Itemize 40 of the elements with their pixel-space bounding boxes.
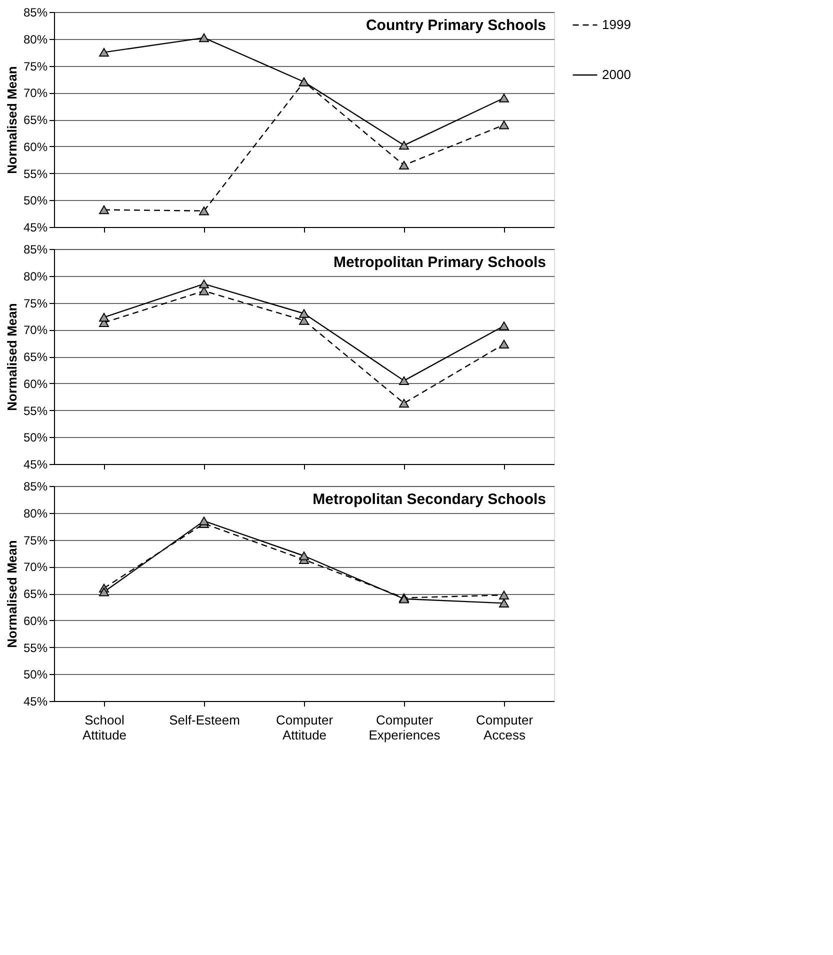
x-tick-label: Computer Attitude — [276, 712, 334, 742]
y-tick-label: 75% — [23, 296, 48, 310]
chart-title: Metropolitan Primary Schools — [333, 254, 546, 271]
y-tick-label: 50% — [23, 430, 48, 445]
y-tick-label: 55% — [23, 166, 48, 181]
y-tick-label: 45% — [23, 458, 48, 472]
y-tick-label: 60% — [23, 376, 48, 391]
y-tick-label: 65% — [23, 587, 48, 601]
y-axis-title: Normalised Mean — [4, 540, 20, 648]
chart-title: Metropolitan Secondary Schools — [312, 491, 546, 508]
y-tick-label: 80% — [23, 32, 48, 46]
y-tick-label: 50% — [23, 668, 48, 682]
x-tick-label: Computer Access — [476, 712, 534, 742]
legend-label: 2000 — [602, 67, 631, 82]
y-tick-label: 45% — [23, 220, 48, 234]
x-tick-label: School Attitude — [82, 712, 127, 742]
y-tick-label: 55% — [23, 640, 48, 655]
x-tick-label: Computer Experiences — [368, 712, 441, 742]
legend-label: 1999 — [602, 17, 631, 32]
y-tick-label: 50% — [23, 194, 48, 208]
y-tick-label: 80% — [23, 269, 48, 284]
y-tick-label: 85% — [23, 6, 48, 20]
y-tick-label: 75% — [23, 533, 48, 548]
y-tick-label: 70% — [23, 323, 48, 338]
y-tick-label: 65% — [23, 350, 48, 364]
y-tick-label: 60% — [23, 140, 48, 154]
y-axis-title: Normalised Mean — [4, 303, 20, 411]
x-tick-label: Self-Esteem — [169, 712, 240, 728]
y-tick-label: 80% — [23, 506, 48, 520]
y-tick-label: 65% — [23, 113, 48, 127]
y-tick-label: 70% — [23, 560, 48, 574]
y-tick-label: 60% — [23, 614, 48, 628]
y-tick-label: 70% — [23, 86, 48, 100]
y-tick-label: 45% — [23, 694, 48, 708]
y-axis-title: Normalised Mean — [4, 66, 20, 174]
y-tick-label: 85% — [23, 480, 48, 494]
y-tick-label: 85% — [23, 242, 48, 256]
chart-title: Country Primary Schools — [366, 17, 546, 34]
y-tick-label: 75% — [23, 59, 48, 74]
y-tick-label: 55% — [23, 404, 48, 418]
